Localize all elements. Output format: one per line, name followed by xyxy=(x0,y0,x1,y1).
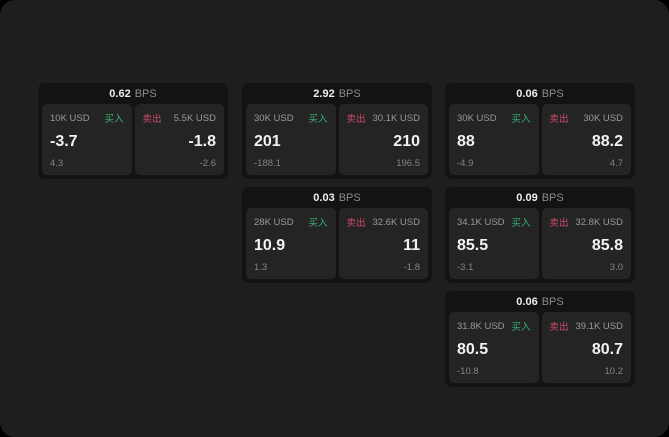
buy-amount: 28K USD xyxy=(254,216,294,228)
buy-panel[interactable]: 30K USD 买入 88 -4.9 xyxy=(449,104,539,175)
buy-amount: 31.8K USD xyxy=(457,320,505,332)
sell-panel[interactable]: 卖出 32.8K USD 85.8 3.0 xyxy=(541,208,631,279)
buy-sub-value: 4.3 xyxy=(50,158,64,169)
sell-panel[interactable]: 卖出 30.1K USD 210 196.5 xyxy=(338,104,428,175)
buy-side-label: 买入 xyxy=(511,322,531,333)
quote-card-2: 2.92 BPS 30K USD 买入 201 -188.1 卖出 30.1K … xyxy=(242,83,432,179)
buy-amount: 10K USD xyxy=(50,112,90,124)
sell-price: -1.8 xyxy=(188,132,216,150)
sell-side-label: 卖出 xyxy=(549,114,569,125)
buy-sub-value: -4.9 xyxy=(457,158,474,169)
bps-value: 0.06 xyxy=(516,295,538,308)
sell-side-label: 卖出 xyxy=(549,322,569,333)
buy-panel[interactable]: 34.1K USD 买入 85.5 -3.1 xyxy=(449,208,539,279)
sell-panel[interactable]: 卖出 5.5K USD -1.8 -2.6 xyxy=(134,104,224,175)
quote-card-6: 0.06 BPS 31.8K USD 买入 80.5 -10.8 卖出 39.1… xyxy=(445,291,635,387)
sell-amount: 30K USD xyxy=(583,112,623,124)
bps-header: 0.09 BPS xyxy=(445,187,635,208)
bps-value: 0.09 xyxy=(516,191,538,204)
sell-panel[interactable]: 卖出 39.1K USD 80.7 10.2 xyxy=(541,312,631,383)
buy-price: 10.9 xyxy=(254,236,286,254)
bps-unit-label: BPS xyxy=(338,191,361,204)
buy-amount: 30K USD xyxy=(457,112,497,124)
bps-value: 0.06 xyxy=(516,87,538,100)
sell-price: 210 xyxy=(393,132,420,150)
bps-header: 0.06 BPS xyxy=(445,83,635,104)
buy-amount: 30K USD xyxy=(254,112,294,124)
buy-amount: 34.1K USD xyxy=(457,216,505,228)
bps-value: 2.92 xyxy=(313,87,335,100)
sell-side-label: 卖出 xyxy=(346,218,366,229)
sell-side-label: 卖出 xyxy=(142,114,162,125)
bps-value: 0.62 xyxy=(109,87,131,100)
sell-amount: 32.6K USD xyxy=(372,216,420,228)
bps-header: 0.03 BPS xyxy=(242,187,432,208)
sell-side-label: 卖出 xyxy=(346,114,366,125)
bps-header: 0.06 BPS xyxy=(445,291,635,312)
sell-price: 85.8 xyxy=(591,236,623,254)
buy-sub-value: 1.3 xyxy=(254,262,268,273)
sell-sub-value: -1.8 xyxy=(403,262,420,273)
buy-panel[interactable]: 30K USD 买入 201 -188.1 xyxy=(246,104,336,175)
sell-side-label: 卖出 xyxy=(549,218,569,229)
quote-card-1: 0.62 BPS 10K USD 买入 -3.7 4.3 卖出 5.5K USD… xyxy=(38,83,228,179)
bps-unit-label: BPS xyxy=(541,295,564,308)
sell-panel[interactable]: 卖出 30K USD 88.2 4.7 xyxy=(541,104,631,175)
sell-sub-value: 3.0 xyxy=(609,262,623,273)
sell-sub-value: 10.2 xyxy=(604,366,624,377)
sell-sub-value: -2.6 xyxy=(199,158,216,169)
buy-side-label: 买入 xyxy=(308,218,328,229)
bps-unit-label: BPS xyxy=(338,87,361,100)
buy-side-label: 买入 xyxy=(511,114,531,125)
bps-unit-label: BPS xyxy=(541,87,564,100)
bps-header: 0.62 BPS xyxy=(38,83,228,104)
buy-sub-value: -188.1 xyxy=(254,158,281,169)
bps-header: 2.92 BPS xyxy=(242,83,432,104)
buy-panel[interactable]: 28K USD 买入 10.9 1.3 xyxy=(246,208,336,279)
bps-value: 0.03 xyxy=(313,191,335,204)
buy-price: 88 xyxy=(457,132,475,150)
buy-panel[interactable]: 10K USD 买入 -3.7 4.3 xyxy=(42,104,132,175)
sell-amount: 5.5K USD xyxy=(173,112,216,124)
buy-price: 80.5 xyxy=(457,340,489,358)
bps-unit-label: BPS xyxy=(134,87,157,100)
bps-unit-label: BPS xyxy=(541,191,564,204)
sell-price: 88.2 xyxy=(591,132,623,150)
buy-price: 201 xyxy=(254,132,281,150)
sell-sub-value: 196.5 xyxy=(396,158,420,169)
buy-sub-value: -3.1 xyxy=(457,262,474,273)
sell-amount: 39.1K USD xyxy=(575,320,623,332)
buy-sub-value: -10.8 xyxy=(457,366,479,377)
quote-card-5: 0.09 BPS 34.1K USD 买入 85.5 -3.1 卖出 32.8K… xyxy=(445,187,635,283)
sell-price: 80.7 xyxy=(591,340,623,358)
sell-amount: 30.1K USD xyxy=(372,112,420,124)
sell-sub-value: 4.7 xyxy=(609,158,623,169)
sell-panel[interactable]: 卖出 32.6K USD 11 -1.8 xyxy=(338,208,428,279)
sell-price: 11 xyxy=(403,236,420,254)
buy-side-label: 买入 xyxy=(308,114,328,125)
buy-price: 85.5 xyxy=(457,236,489,254)
sell-amount: 32.8K USD xyxy=(575,216,623,228)
buy-side-label: 买入 xyxy=(511,218,531,229)
buy-panel[interactable]: 31.8K USD 买入 80.5 -10.8 xyxy=(449,312,539,383)
quote-card-4: 0.03 BPS 28K USD 买入 10.9 1.3 卖出 32.6K US… xyxy=(242,187,432,283)
buy-side-label: 买入 xyxy=(104,114,124,125)
quote-card-3: 0.06 BPS 30K USD 买入 88 -4.9 卖出 30K USD 8… xyxy=(445,83,635,179)
buy-price: -3.7 xyxy=(50,132,78,150)
